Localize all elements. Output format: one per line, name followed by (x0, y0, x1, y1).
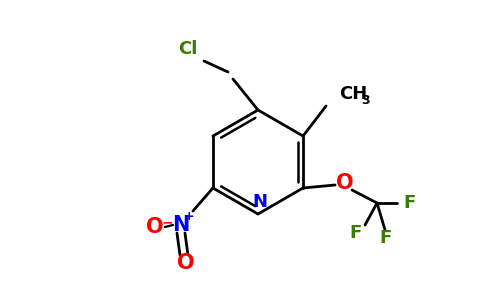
Text: 3: 3 (361, 94, 370, 106)
Text: −: − (161, 215, 173, 229)
Text: +: + (183, 211, 194, 224)
Text: N: N (172, 215, 190, 235)
Text: O: O (177, 253, 195, 273)
Text: F: F (403, 194, 415, 212)
Text: O: O (146, 217, 164, 237)
Text: F: F (349, 224, 361, 242)
Text: O: O (336, 173, 354, 193)
Text: Cl: Cl (178, 40, 197, 58)
Text: N: N (253, 193, 268, 211)
Text: F: F (379, 229, 391, 247)
Text: CH: CH (339, 85, 367, 103)
